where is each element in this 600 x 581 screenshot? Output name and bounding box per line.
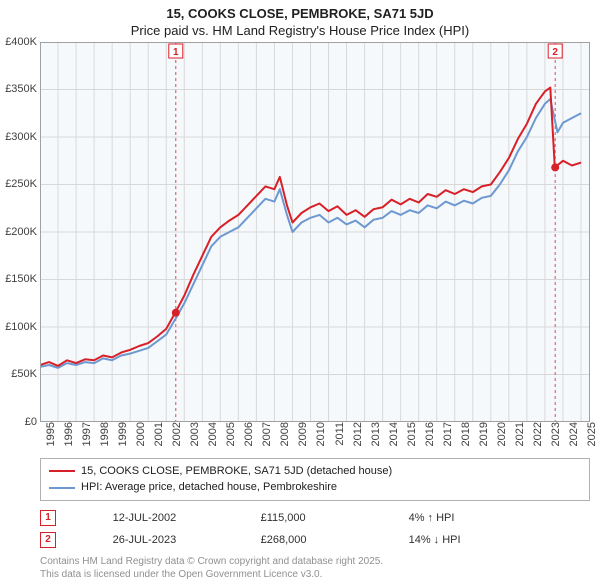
svg-text:2: 2: [552, 47, 558, 58]
legend-item: 15, COOKS CLOSE, PEMBROKE, SA71 5JD (det…: [49, 463, 581, 480]
x-tick-label: 2011: [332, 422, 346, 446]
transaction-price: £115,000: [261, 507, 409, 529]
x-tick-label: 2018: [458, 422, 472, 446]
x-tick-label: 2008: [277, 422, 291, 446]
transaction-price: £268,000: [261, 529, 409, 551]
legend-swatch: [49, 487, 75, 489]
y-tick-label: £100K: [5, 321, 40, 333]
transaction-row: 1 12-JUL-2002£115,0004% ↑ HPI: [40, 507, 590, 529]
x-tick-label: 2012: [350, 422, 364, 446]
x-tick-label: 2021: [512, 422, 526, 446]
legend-item: HPI: Average price, detached house, Pemb…: [49, 479, 581, 496]
y-tick-label: £50K: [11, 368, 40, 380]
x-tick-label: 2005: [223, 422, 237, 446]
y-tick-label: £150K: [5, 273, 40, 285]
transaction-date: 12-JUL-2002: [113, 507, 261, 529]
x-tick-label: 1999: [115, 422, 129, 446]
x-tick-label: 2017: [440, 422, 454, 446]
x-tick-label: 2010: [313, 422, 327, 446]
y-tick-label: £250K: [5, 178, 40, 190]
legend-label: 15, COOKS CLOSE, PEMBROKE, SA71 5JD (det…: [81, 463, 392, 480]
x-tick-label: 1997: [79, 422, 93, 446]
x-tick-label: 2013: [368, 422, 382, 446]
x-tick-label: 2003: [187, 422, 201, 446]
y-tick-label: £300K: [5, 131, 40, 143]
transaction-marker: 1: [40, 510, 56, 526]
x-tick-label: 2001: [151, 422, 165, 446]
attribution-line1: Contains HM Land Registry data © Crown c…: [40, 555, 590, 568]
x-tick-label: 2007: [259, 422, 273, 446]
x-tick-label: 2009: [295, 422, 309, 446]
x-tick-label: 2019: [476, 422, 490, 446]
x-tick-label: 2024: [566, 422, 580, 446]
transaction-marker: 2: [40, 532, 56, 548]
y-tick-label: £200K: [5, 226, 40, 238]
transaction-marker-cell: 1: [40, 507, 113, 529]
x-tick-label: 1996: [61, 422, 75, 446]
transaction-delta: 14% ↓ HPI: [409, 529, 590, 551]
x-tick-label: 1998: [97, 422, 111, 446]
legend-label: HPI: Average price, detached house, Pemb…: [81, 479, 337, 496]
attribution-line2: This data is licensed under the Open Gov…: [40, 568, 590, 581]
transactions-table: 1 12-JUL-2002£115,0004% ↑ HPI 2 26-JUL-2023…: [40, 507, 590, 551]
x-tick-label: 2002: [169, 422, 183, 446]
x-tick-label: 2022: [530, 422, 544, 446]
x-tick-label: 2025: [584, 422, 598, 446]
line-chart-svg: 12: [40, 42, 590, 422]
x-tick-label: 2004: [205, 422, 219, 446]
x-tick-label: 2014: [386, 422, 400, 446]
x-tick-label: 2016: [422, 422, 436, 446]
svg-text:1: 1: [173, 47, 179, 58]
x-tick-label: 2000: [133, 422, 147, 446]
attribution: Contains HM Land Registry data © Crown c…: [40, 555, 590, 581]
x-tick-label: 2023: [548, 422, 562, 446]
x-tick-label: 1995: [43, 422, 57, 446]
chart-subtitle: Price paid vs. HM Land Registry's House …: [0, 23, 600, 42]
y-tick-label: £400K: [5, 36, 40, 48]
transaction-date: 26-JUL-2023: [113, 529, 261, 551]
y-tick-label: £350K: [5, 83, 40, 95]
transaction-delta: 4% ↑ HPI: [409, 507, 590, 529]
transaction-marker-cell: 2: [40, 529, 113, 551]
x-tick-label: 2020: [494, 422, 508, 446]
y-tick-label: £0: [25, 416, 40, 428]
transaction-row: 2 26-JUL-2023£268,00014% ↓ HPI: [40, 529, 590, 551]
legend-swatch: [49, 470, 75, 472]
x-tick-label: 2006: [241, 422, 255, 446]
x-tick-label: 2015: [404, 422, 418, 446]
chart-title: 15, COOKS CLOSE, PEMBROKE, SA71 5JD: [0, 0, 600, 23]
legend: 15, COOKS CLOSE, PEMBROKE, SA71 5JD (det…: [40, 458, 590, 501]
chart-area: 12 £0£50K£100K£150K£200K£250K£300K£350K£…: [40, 42, 590, 422]
